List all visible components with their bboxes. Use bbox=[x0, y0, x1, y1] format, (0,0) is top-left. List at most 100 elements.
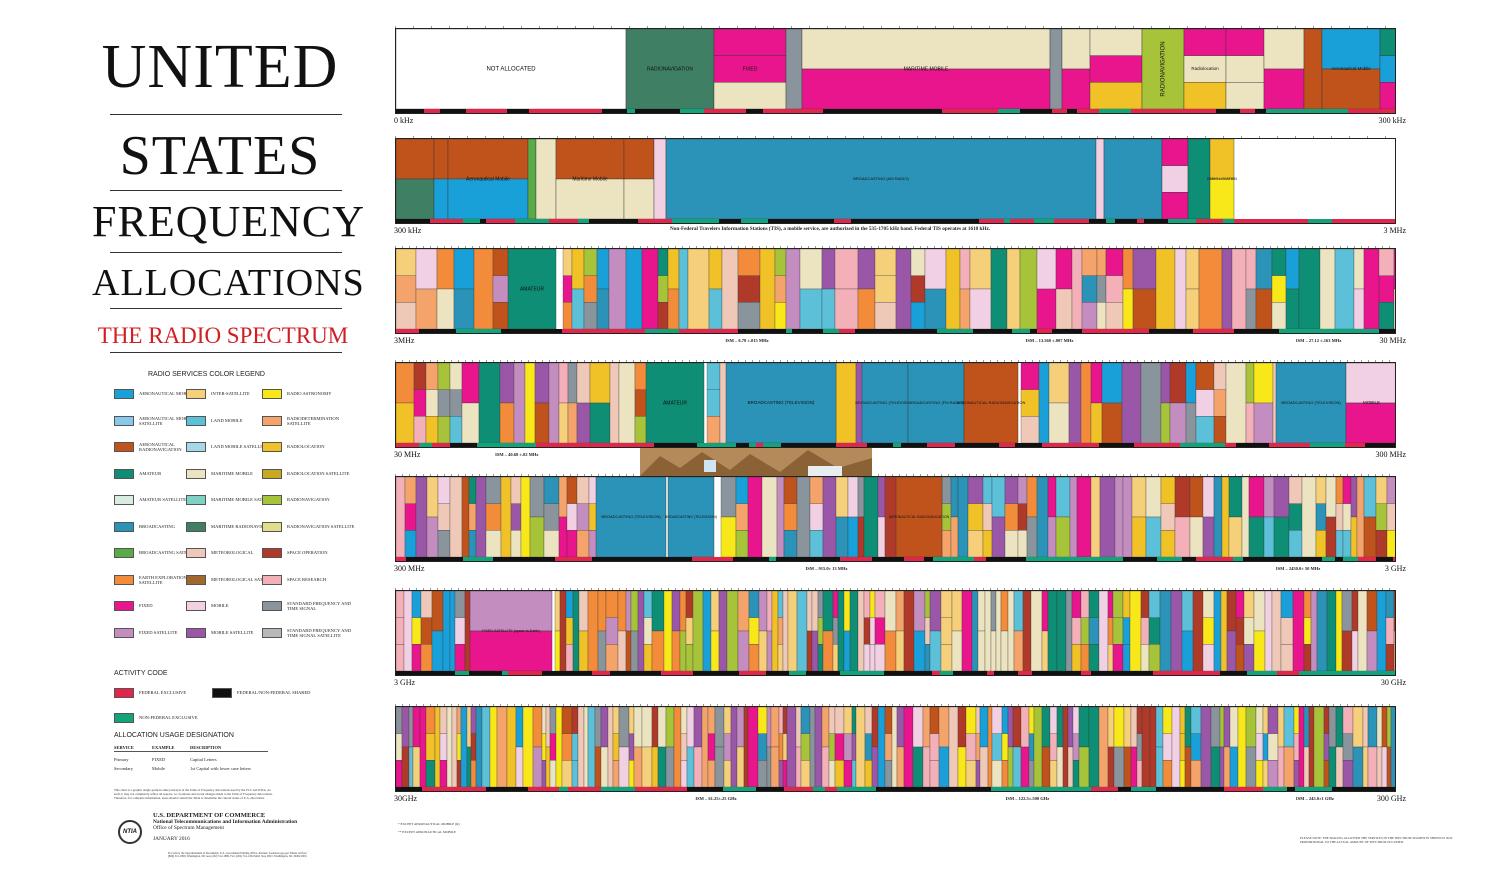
allocation-cell bbox=[1047, 477, 1057, 518]
allocation-cell bbox=[449, 389, 463, 417]
activity-strip-segment bbox=[901, 443, 927, 447]
legend-swatch bbox=[114, 415, 134, 426]
allocation-cell bbox=[566, 530, 578, 558]
activity-strip-segment bbox=[732, 787, 745, 791]
activity-strip-segment bbox=[544, 329, 562, 333]
allocation-cell bbox=[1006, 249, 1021, 330]
legend-swatch bbox=[114, 601, 134, 611]
allocation-cell bbox=[1122, 477, 1133, 558]
allocation-cell bbox=[475, 477, 487, 558]
allocation-cell bbox=[834, 733, 845, 761]
allocation-cell bbox=[587, 707, 596, 788]
allocation-cell bbox=[940, 591, 953, 618]
allocation-cell bbox=[1160, 402, 1171, 444]
allocation-cell bbox=[685, 617, 694, 645]
band-start-label: 30GHz bbox=[394, 794, 418, 803]
allocation-cell bbox=[874, 302, 897, 330]
allocation-block bbox=[1321, 68, 1381, 110]
allocation-cell bbox=[549, 707, 557, 734]
allocation-cell bbox=[425, 760, 436, 788]
allocation-cell bbox=[1189, 516, 1204, 558]
activity-strip-segment bbox=[635, 787, 655, 791]
band-allocation-strip: BROADCASTING (TELEVISION) BROADCASTING (T… bbox=[396, 477, 1395, 561]
allocation-cell bbox=[1048, 402, 1070, 444]
allocation-cell bbox=[896, 746, 905, 788]
allocation-cell bbox=[1245, 363, 1255, 404]
activity-strip-segment bbox=[1394, 329, 1395, 333]
allocation-cell bbox=[1001, 760, 1009, 788]
legend-item: RADIONAVIGATION SATELLITE bbox=[262, 521, 357, 532]
activity-strip-segment bbox=[396, 329, 419, 333]
allocation-cell bbox=[565, 617, 574, 645]
allocation-cell bbox=[874, 617, 886, 645]
band-start-label: 3MHz bbox=[394, 336, 415, 345]
allocation-cell bbox=[1171, 707, 1181, 788]
activity-strip-segment bbox=[1012, 329, 1030, 333]
allocation-cell bbox=[821, 707, 830, 748]
allocation-cell bbox=[1316, 591, 1328, 672]
activity-strip-segment bbox=[566, 109, 575, 113]
legend-item: EARTH EXPLORATION SATELLITE bbox=[114, 575, 209, 585]
activity-strip-segment bbox=[463, 219, 480, 223]
allocation-block bbox=[895, 477, 943, 558]
activity-strip-segment bbox=[1098, 329, 1108, 333]
activity-strip-segment bbox=[1032, 671, 1047, 675]
allocation-cell bbox=[1140, 363, 1162, 444]
activity-strip-segment bbox=[469, 671, 477, 675]
allocation-cell bbox=[1004, 477, 1019, 504]
activity-strip-segment bbox=[1043, 557, 1087, 561]
allocation-block bbox=[1183, 55, 1227, 83]
allocation-cell bbox=[408, 707, 414, 748]
allocation-cell bbox=[1293, 760, 1300, 788]
legend-label: FIXED SATELLITE bbox=[139, 629, 178, 635]
allocation-cell bbox=[687, 249, 710, 330]
allocation-cell bbox=[1155, 707, 1164, 748]
allocation-cell bbox=[1107, 707, 1115, 748]
activity-strip-segment bbox=[1299, 671, 1336, 675]
allocation-cell bbox=[1243, 617, 1255, 645]
allocation-cell bbox=[1101, 402, 1123, 444]
allocation-cell bbox=[1385, 644, 1395, 672]
allocation-cell bbox=[1235, 617, 1245, 645]
allocation-cell bbox=[555, 707, 563, 788]
allocation-cell bbox=[1096, 275, 1107, 303]
allocation-cell bbox=[667, 288, 680, 330]
activity-strip-segment bbox=[1137, 219, 1144, 223]
allocation-cell bbox=[1112, 591, 1124, 618]
allocation-cell bbox=[558, 363, 569, 404]
allocation-cell bbox=[782, 591, 789, 672]
activity-strip-segment bbox=[875, 219, 913, 223]
allocation-cell bbox=[1237, 707, 1247, 788]
allocation-cell bbox=[680, 733, 688, 761]
allocation-cell bbox=[434, 707, 441, 788]
allocation-cell bbox=[799, 288, 823, 330]
band-allocation-strip: AMATEUR BROADCASTING (TELEVISION) BROADCAS… bbox=[396, 363, 1395, 447]
allocation-cell bbox=[1112, 644, 1124, 672]
legend-label: METEOROLOGICAL SATELLITE bbox=[211, 576, 279, 582]
allocation-cell bbox=[1366, 591, 1378, 632]
usage-cell: FIXED bbox=[152, 757, 166, 762]
legend-label: AERONAUTICAL MOBILE bbox=[139, 391, 194, 397]
activity-strip-segment bbox=[708, 329, 728, 333]
activity-strip-segment bbox=[855, 329, 886, 333]
activity-strip-segment bbox=[1303, 109, 1348, 113]
allocation-cell bbox=[1280, 617, 1294, 645]
allocation-label: BROADCASTING (TELEVISION) bbox=[665, 515, 717, 519]
usage-cell: Capital Letters bbox=[190, 757, 217, 762]
activity-strip-segment bbox=[813, 787, 825, 791]
non-federal-swatch bbox=[114, 713, 134, 723]
allocation-cell bbox=[884, 733, 893, 761]
allocation-cell bbox=[707, 707, 716, 734]
allocation-cell bbox=[951, 591, 963, 632]
allocation-cell bbox=[612, 707, 620, 734]
allocation-cell bbox=[1253, 402, 1274, 444]
allocation-cell bbox=[578, 630, 589, 672]
allocation-cell bbox=[1000, 591, 1009, 632]
allocation-cell bbox=[1041, 707, 1051, 748]
allocation-cell bbox=[1267, 760, 1279, 788]
allocation-cell bbox=[1385, 591, 1395, 618]
allocation-cell bbox=[1090, 402, 1103, 444]
activity-strip-segment bbox=[860, 219, 875, 223]
usage-col-example: EXAMPLE bbox=[152, 745, 175, 750]
allocation-cell bbox=[1140, 644, 1150, 672]
